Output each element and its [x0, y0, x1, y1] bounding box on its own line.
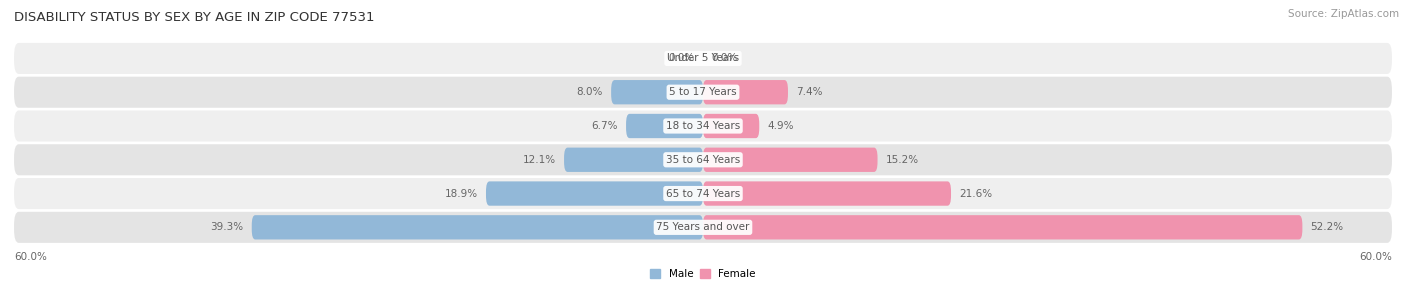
Text: 5 to 17 Years: 5 to 17 Years [669, 87, 737, 97]
Text: 18.9%: 18.9% [444, 188, 478, 199]
Text: 18 to 34 Years: 18 to 34 Years [666, 121, 740, 131]
Text: Source: ZipAtlas.com: Source: ZipAtlas.com [1288, 9, 1399, 19]
FancyBboxPatch shape [14, 144, 1392, 175]
Text: 4.9%: 4.9% [768, 121, 794, 131]
FancyBboxPatch shape [703, 114, 759, 138]
FancyBboxPatch shape [14, 43, 1392, 74]
Text: 8.0%: 8.0% [576, 87, 603, 97]
Text: 21.6%: 21.6% [959, 188, 993, 199]
Text: 7.4%: 7.4% [796, 87, 823, 97]
Text: 35 to 64 Years: 35 to 64 Years [666, 155, 740, 165]
FancyBboxPatch shape [486, 181, 703, 206]
Text: 60.0%: 60.0% [14, 252, 46, 262]
Text: 0.0%: 0.0% [711, 54, 737, 64]
FancyBboxPatch shape [626, 114, 703, 138]
FancyBboxPatch shape [14, 212, 1392, 243]
Text: 39.3%: 39.3% [211, 222, 243, 232]
Text: 52.2%: 52.2% [1310, 222, 1344, 232]
Text: Under 5 Years: Under 5 Years [666, 54, 740, 64]
FancyBboxPatch shape [252, 215, 703, 240]
FancyBboxPatch shape [703, 148, 877, 172]
FancyBboxPatch shape [14, 110, 1392, 142]
Text: 6.7%: 6.7% [592, 121, 619, 131]
Text: 65 to 74 Years: 65 to 74 Years [666, 188, 740, 199]
FancyBboxPatch shape [703, 181, 950, 206]
FancyBboxPatch shape [14, 178, 1392, 209]
Text: 15.2%: 15.2% [886, 155, 918, 165]
FancyBboxPatch shape [564, 148, 703, 172]
FancyBboxPatch shape [612, 80, 703, 104]
FancyBboxPatch shape [703, 80, 787, 104]
Text: 12.1%: 12.1% [523, 155, 555, 165]
Text: 75 Years and over: 75 Years and over [657, 222, 749, 232]
Legend: Male, Female: Male, Female [647, 266, 759, 282]
Text: DISABILITY STATUS BY SEX BY AGE IN ZIP CODE 77531: DISABILITY STATUS BY SEX BY AGE IN ZIP C… [14, 11, 374, 24]
Text: 0.0%: 0.0% [669, 54, 695, 64]
FancyBboxPatch shape [14, 77, 1392, 108]
Text: 60.0%: 60.0% [1360, 252, 1392, 262]
FancyBboxPatch shape [703, 215, 1302, 240]
